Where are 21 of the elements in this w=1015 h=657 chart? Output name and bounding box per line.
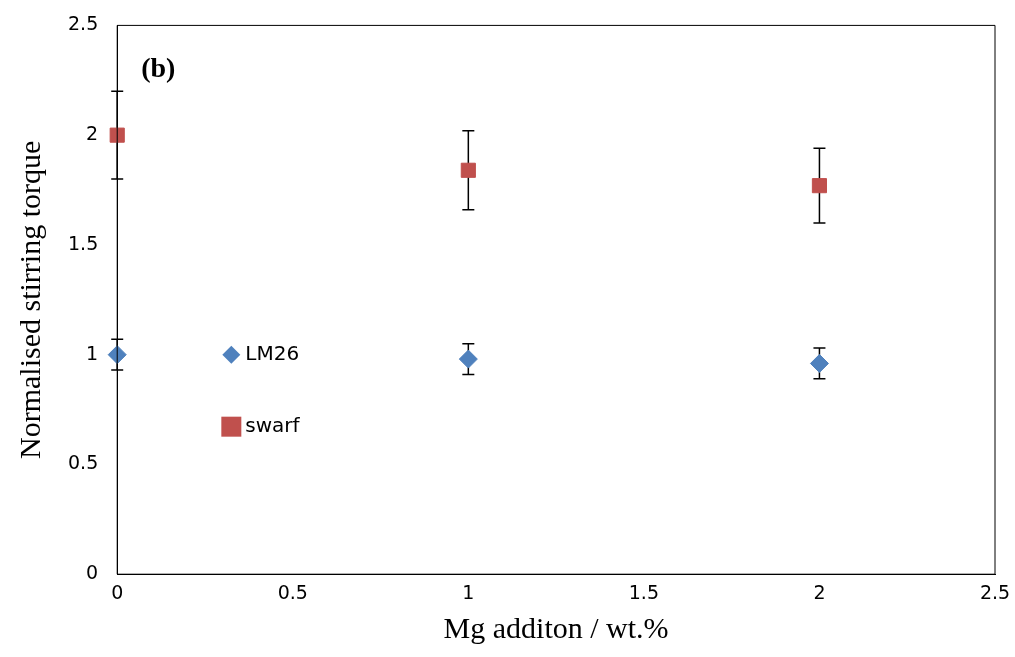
x-tick-label: 1.5 bbox=[628, 580, 659, 603]
point bbox=[809, 353, 829, 373]
y-tick-label: 0.5 bbox=[68, 451, 99, 474]
y-tick-label: 2 bbox=[86, 122, 99, 145]
annotation: (b) bbox=[141, 51, 176, 83]
x-tick-label: 2 bbox=[813, 580, 826, 603]
y-tick-label: 1.5 bbox=[68, 231, 99, 254]
y-axis-title: Normalised stirring torque bbox=[12, 140, 46, 459]
y-tick-label: 1 bbox=[86, 341, 99, 364]
legend-label: swarf bbox=[245, 412, 301, 437]
point bbox=[460, 162, 476, 178]
point bbox=[458, 349, 478, 369]
y-tick-label: 2.5 bbox=[68, 12, 99, 35]
x-axis-title: Mg additon / wt.% bbox=[443, 610, 669, 644]
y-tick-label: 0 bbox=[86, 561, 99, 584]
x-tick-label: 0 bbox=[111, 580, 124, 603]
x-tick-label: 1 bbox=[462, 580, 475, 603]
legend-label: LM26 bbox=[245, 340, 300, 365]
x-tick-label: 2.5 bbox=[979, 580, 1011, 603]
x-tick-label: 0.5 bbox=[277, 580, 308, 603]
point bbox=[811, 178, 828, 194]
